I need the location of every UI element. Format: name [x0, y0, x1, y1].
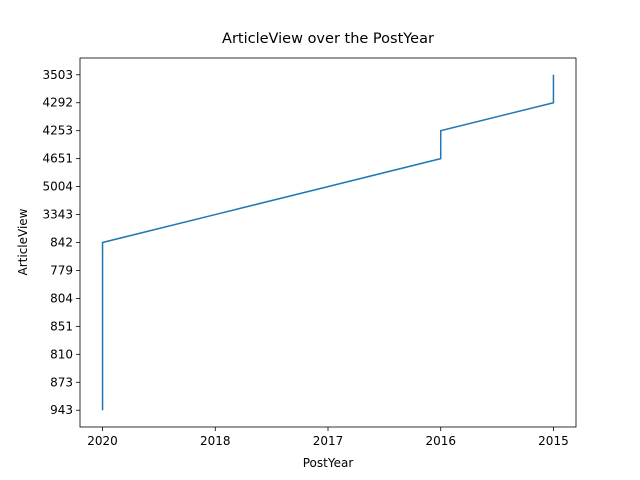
y-tick-label: 4253 [42, 124, 73, 138]
chart-title: ArticleView over the PostYear [222, 31, 434, 47]
x-tick-label: 2017 [313, 434, 344, 448]
x-tick-label: 2020 [87, 434, 118, 448]
plot-frame [79, 57, 577, 428]
y-tick-label: 3503 [42, 68, 73, 82]
x-axis-label: PostYear [303, 456, 354, 470]
y-tick-label: 943 [50, 403, 73, 417]
y-tick-label: 3343 [42, 208, 73, 222]
y-tick-label: 842 [50, 236, 73, 250]
y-axis-label: ArticleView [16, 208, 30, 275]
y-tick-label: 810 [50, 347, 73, 361]
data-line [101, 74, 555, 411]
x-tick-label: 2016 [425, 434, 456, 448]
y-tick-label: 779 [50, 263, 73, 277]
y-tick-label: 5004 [42, 180, 73, 194]
y-tick-label: 4292 [42, 96, 73, 110]
x-tick-label: 2018 [200, 434, 231, 448]
x-tick-label: 2015 [538, 434, 569, 448]
y-tick-label: 851 [50, 319, 73, 333]
y-tick-label: 4651 [42, 152, 73, 166]
y-tick-label: 804 [50, 291, 73, 305]
y-tick-label: 873 [50, 375, 73, 389]
